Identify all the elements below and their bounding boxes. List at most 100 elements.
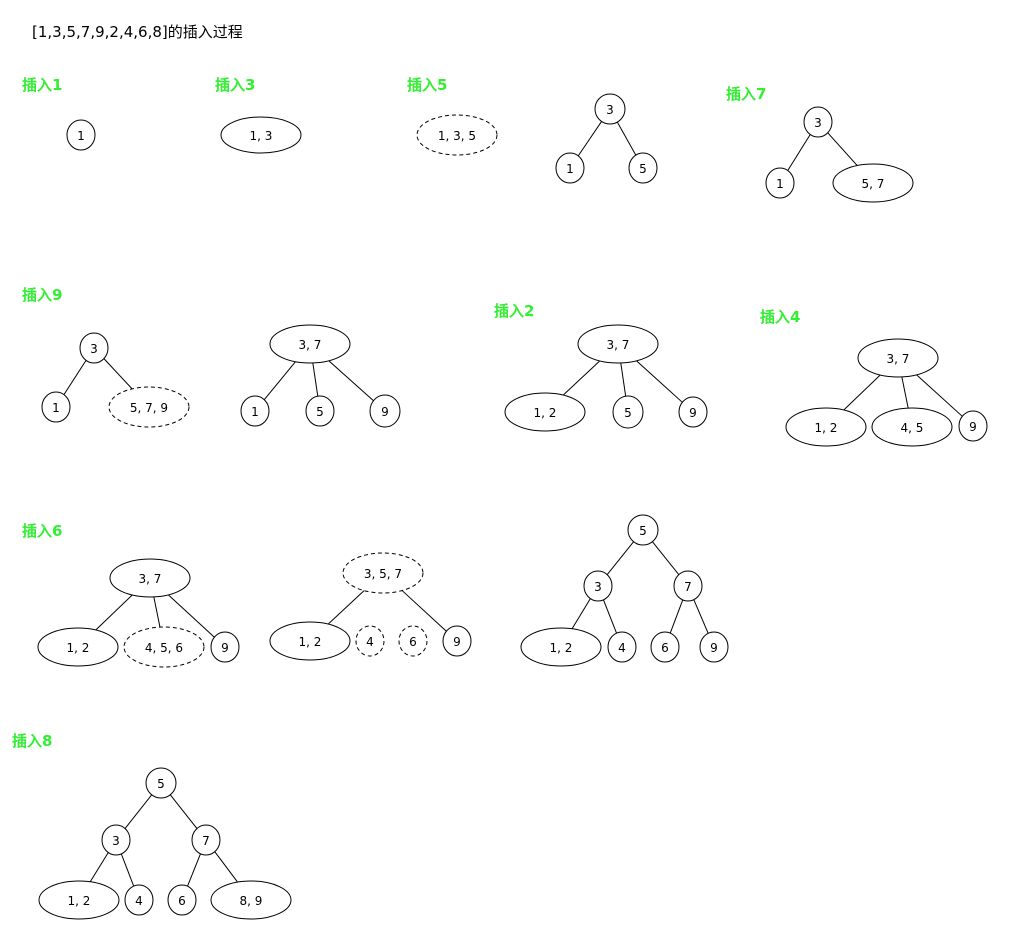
tree-node: 3	[79, 332, 109, 364]
tree-node: 5	[627, 514, 659, 546]
tree-edge	[602, 599, 618, 634]
tree-node: 1, 2	[269, 621, 351, 661]
node-label: 5	[157, 777, 165, 791]
step-2: 插入3 1, 3	[215, 76, 302, 154]
b-tree: 3 1 5, 7	[765, 106, 914, 203]
node-label: 3	[814, 116, 822, 130]
node-label: 3	[606, 103, 614, 117]
node-label: 8, 9	[240, 894, 263, 908]
tree-edge	[571, 598, 591, 630]
node-shape	[210, 880, 292, 920]
step-label: 插入5	[407, 76, 447, 94]
tree-node: 9	[699, 631, 729, 663]
node-label: 4	[366, 635, 374, 649]
node-label: 1	[77, 129, 85, 143]
node-label: 5, 7	[862, 177, 885, 191]
node-shape	[555, 152, 585, 184]
tree-node: 3, 7	[109, 558, 191, 598]
node-shape	[832, 163, 914, 203]
b-tree: 1, 3	[220, 116, 302, 154]
overflow-node: 4, 5, 6	[123, 626, 205, 668]
tree-node: 3	[583, 570, 613, 602]
node-shape	[442, 625, 472, 657]
node-label: 1	[776, 177, 784, 191]
node-label: 5	[316, 405, 324, 419]
tree-edge	[401, 590, 447, 632]
b-tree: 1	[66, 119, 96, 151]
tree-node: 8, 9	[210, 880, 292, 920]
node-label: 6	[409, 635, 417, 649]
tree-node: 1	[555, 152, 585, 184]
tree-node: 6	[650, 631, 680, 663]
overflow-node: 3, 5, 7	[342, 552, 424, 594]
tree-edge	[606, 541, 634, 575]
b-tree: 3 1 5, 7, 9	[41, 332, 190, 428]
tree-edge	[901, 376, 909, 409]
node-shape	[269, 324, 351, 364]
node-shape	[269, 621, 351, 661]
b-tree: 1, 3, 5	[416, 114, 498, 156]
tree-edge	[95, 594, 133, 631]
tree-edge	[263, 361, 296, 401]
tree-edge	[63, 360, 87, 395]
tree-edge	[787, 134, 811, 171]
overflow-node: 1, 3, 5	[416, 114, 498, 156]
tree-node: 1, 2	[504, 392, 586, 432]
node-shape	[66, 119, 96, 151]
tree-edge	[916, 374, 963, 417]
node-shape	[355, 625, 385, 657]
tree-edge	[616, 121, 637, 156]
node-label: 1, 2	[68, 894, 91, 908]
step-label: 插入1	[22, 76, 62, 94]
node-label: 4, 5, 6	[145, 641, 183, 655]
node-label: 1, 2	[815, 421, 838, 435]
tree-node: 1, 2	[520, 627, 602, 667]
node-shape	[305, 395, 335, 427]
node-label: 7	[202, 834, 210, 848]
tree-edge	[187, 853, 201, 887]
node-label: 5	[639, 162, 647, 176]
node-shape	[145, 767, 177, 799]
node-shape	[785, 407, 867, 447]
tree-node: 1	[41, 391, 71, 423]
step-label: 插入9	[22, 286, 62, 304]
node-label: 1	[52, 401, 60, 415]
step-9: 插入8 5 3 7 1, 2 4 6 8, 9	[12, 732, 292, 920]
tree-edge	[562, 360, 601, 396]
tree-node: 9	[210, 631, 240, 663]
node-shape	[628, 152, 658, 184]
tree-edge	[124, 794, 153, 829]
node-label: 1	[566, 162, 574, 176]
node-label: 1, 2	[534, 406, 557, 420]
node-label: 3, 7	[887, 352, 910, 366]
tree-edge	[89, 852, 109, 883]
node-label: 3, 7	[607, 338, 630, 352]
node-shape	[699, 631, 729, 663]
overflow-node: 4	[355, 625, 385, 657]
step-label: 插入3	[215, 76, 255, 94]
step-label: 插入8	[12, 732, 52, 750]
node-shape	[627, 514, 659, 546]
tree-node: 3	[803, 106, 833, 138]
tree-edge	[168, 594, 215, 638]
step-8: 插入6 3, 7 1, 2 4, 5, 6 9 3, 5, 7 1, 2 4 6 9 5 3 7 1, 2…	[22, 514, 729, 668]
node-shape	[210, 631, 240, 663]
b-tree: 3, 7 1, 2 4, 5 9	[785, 338, 988, 447]
step-label: 插入4	[760, 308, 800, 326]
tree-edge	[843, 374, 881, 411]
node-shape	[857, 338, 939, 378]
node-shape	[167, 884, 197, 916]
tree-edge	[827, 132, 858, 166]
node-label: 3, 7	[299, 338, 322, 352]
b-tree: 3, 7 1, 2 4, 5, 6 9	[37, 558, 240, 668]
tree-edge	[120, 853, 135, 887]
tree-node: 4	[607, 631, 637, 663]
node-label: 1, 2	[67, 641, 90, 655]
node-label: 4	[135, 894, 143, 908]
tree-node: 1, 2	[785, 407, 867, 447]
node-label: 9	[710, 641, 718, 655]
step-5: 插入9 3 1 5, 7, 9 3, 7 1 5 9	[22, 286, 401, 428]
node-label: 9	[689, 406, 697, 420]
node-shape	[803, 106, 833, 138]
